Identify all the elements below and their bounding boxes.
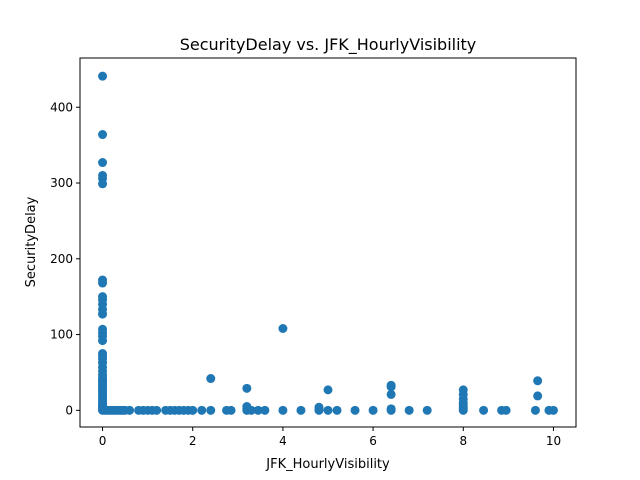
y-tick-label: 400 (50, 100, 73, 114)
x-axis: 0 2 4 6 8 10 (99, 427, 561, 448)
data-point (98, 179, 108, 189)
data-point (296, 405, 306, 415)
data-point (260, 405, 270, 415)
x-tick-label: 4 (279, 434, 287, 448)
data-point (98, 336, 108, 346)
x-axis-label: JFK_HourlyVisibility (265, 457, 390, 472)
data-point (98, 158, 108, 168)
data-point (314, 402, 324, 412)
data-point (246, 405, 256, 415)
data-point (404, 405, 414, 415)
plot-area-frame (79, 57, 577, 428)
x-tick-label: 0 (99, 434, 107, 448)
data-point (152, 405, 162, 415)
data-point (323, 385, 333, 395)
data-point (422, 405, 432, 415)
data-point (530, 405, 540, 415)
data-point (125, 405, 135, 415)
x-tick-label: 10 (546, 434, 561, 448)
data-point (533, 391, 543, 401)
data-point (386, 389, 396, 399)
y-tick-label: 300 (50, 176, 73, 190)
data-point (332, 405, 342, 415)
data-point (386, 380, 396, 390)
data-point (479, 405, 489, 415)
data-point (350, 405, 360, 415)
y-tick-label: 0 (65, 403, 73, 417)
data-point (368, 405, 378, 415)
x-tick-label: 8 (459, 434, 467, 448)
data-point (253, 405, 263, 415)
x-tick-label: 6 (369, 434, 377, 448)
data-point (197, 405, 207, 415)
chart-title: SecurityDelay vs. JFK_HourlyVisibility (180, 35, 477, 55)
data-point (206, 405, 216, 415)
y-axis: 0 100 200 300 400 (50, 100, 80, 417)
data-point (226, 405, 236, 415)
data-point (533, 376, 543, 386)
data-point (278, 405, 288, 415)
data-point (386, 404, 396, 414)
data-point (323, 405, 333, 415)
data-point (242, 383, 252, 393)
data-point (206, 374, 216, 384)
data-point (98, 278, 108, 288)
data-point (278, 324, 288, 333)
data-point (98, 309, 108, 319)
data-point (501, 405, 511, 415)
y-tick-label: 100 (50, 328, 73, 342)
y-tick-label: 200 (50, 252, 73, 266)
data-point (188, 405, 198, 415)
data-point (98, 130, 108, 140)
x-tick-label: 2 (189, 434, 197, 448)
points-layer (98, 71, 558, 415)
data-point (458, 385, 468, 395)
data-point (98, 71, 108, 81)
data-point (548, 405, 558, 415)
y-axis-label: SecurityDelay (24, 196, 39, 287)
